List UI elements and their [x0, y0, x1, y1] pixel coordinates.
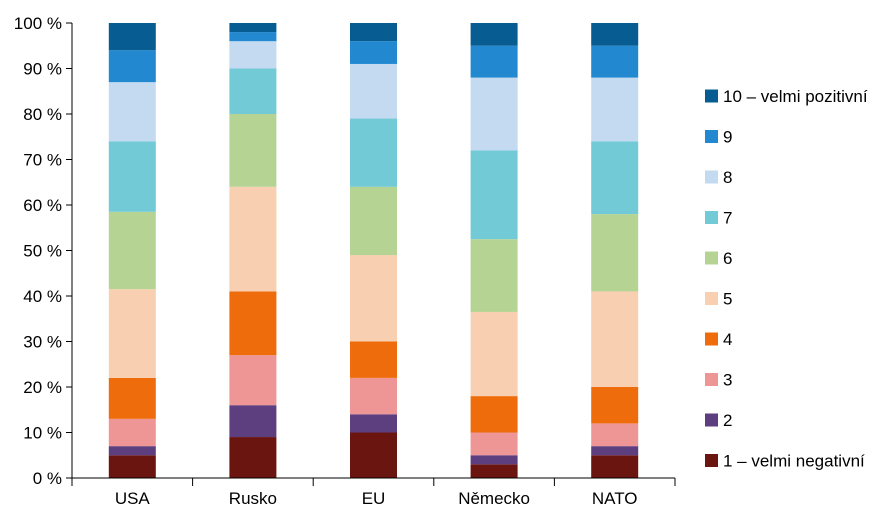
- bar-segment-6-nato: [591, 214, 639, 292]
- legend-swatch-9: [705, 130, 718, 143]
- bar-segment-8-německo: [470, 77, 518, 151]
- bar-segment-8-nato: [591, 77, 639, 142]
- bar-segment-4-německo: [470, 396, 518, 433]
- bar-segment-7-usa: [108, 141, 156, 212]
- bar-segment-7-eu: [350, 118, 397, 187]
- bar-segment-1-eu: [350, 432, 397, 478]
- legend-label-6: 6: [723, 249, 732, 268]
- bar-segment-1-nato: [591, 455, 639, 478]
- legend-swatch-4: [705, 332, 718, 346]
- bar-segment-9-německo: [470, 45, 518, 78]
- legend-swatch-1: [705, 454, 718, 467]
- legend-label-4: 4: [723, 330, 732, 349]
- bar-segment-3-nato: [591, 423, 639, 447]
- bar-segment-10-eu: [350, 23, 397, 42]
- bar-segment-5-nato: [591, 291, 639, 387]
- legend-label-5: 5: [723, 290, 732, 309]
- bar-segment-2-usa: [108, 446, 156, 456]
- legend-label-3: 3: [723, 371, 732, 390]
- bar-segment-2-rusko: [229, 405, 277, 438]
- legend-swatch-6: [705, 251, 718, 265]
- y-tick-label: 40 %: [23, 287, 62, 306]
- bar-segment-4-nato: [591, 387, 639, 424]
- y-tick-label: 80 %: [23, 105, 62, 124]
- bar-segment-7-německo: [470, 150, 518, 240]
- bar-segment-3-eu: [350, 377, 397, 415]
- legend-swatch-10: [705, 89, 718, 103]
- bar-segment-4-eu: [350, 341, 397, 378]
- bar-segment-9-eu: [350, 41, 397, 64]
- y-tick-label: 70 %: [23, 151, 62, 170]
- bar-segment-5-eu: [350, 255, 397, 342]
- bar-segment-10-německo: [470, 23, 518, 46]
- legend-label-7: 7: [723, 209, 732, 228]
- bar-segment-10-nato: [591, 23, 639, 46]
- bar-segment-3-německo: [470, 432, 518, 456]
- legend-label-10: 10 – velmi pozitivní: [723, 87, 868, 106]
- x-tick-label-nato: NATO: [592, 489, 638, 508]
- bar-segment-8-rusko: [229, 41, 277, 69]
- legend-label-1: 1 – velmi negativní: [723, 452, 865, 471]
- legend-label-8: 8: [723, 168, 732, 187]
- y-tick-label: 100 %: [14, 14, 62, 33]
- y-tick-label: 20 %: [23, 378, 62, 397]
- x-tick-label-rusko: Rusko: [229, 489, 277, 508]
- y-tick-label: 30 %: [23, 333, 62, 352]
- x-tick-label-usa: USA: [115, 489, 151, 508]
- bar-segment-9-rusko: [229, 32, 277, 42]
- bar-segment-6-rusko: [229, 114, 277, 187]
- bar-segment-5-rusko: [229, 186, 277, 292]
- bar-segment-7-nato: [591, 141, 639, 215]
- bar-segment-8-eu: [350, 63, 397, 119]
- bar-segment-2-německo: [470, 455, 518, 465]
- legend-swatch-3: [705, 373, 718, 386]
- bar-segment-8-usa: [108, 82, 156, 142]
- bar-segment-5-německo: [470, 311, 518, 397]
- bar-segment-1-usa: [108, 455, 156, 478]
- x-tick-label-německo: Německo: [458, 489, 530, 508]
- y-tick-label: 90 %: [23, 60, 62, 79]
- legend-swatch-5: [705, 292, 718, 305]
- legend-swatch-2: [705, 413, 718, 427]
- bar-segment-9-nato: [591, 45, 639, 78]
- bar-segment-1-německo: [470, 464, 518, 478]
- legend-swatch-8: [705, 170, 718, 184]
- bar-segment-7-rusko: [229, 68, 277, 114]
- bar-segment-6-německo: [470, 239, 518, 312]
- y-tick-label: 10 %: [23, 424, 62, 443]
- legend-label-2: 2: [723, 411, 732, 430]
- bar-segment-3-rusko: [229, 355, 277, 406]
- bar-segment-3-usa: [108, 418, 156, 447]
- bar-segment-6-usa: [108, 211, 156, 290]
- bar-segment-2-eu: [350, 414, 397, 433]
- bar-segment-10-rusko: [229, 23, 277, 33]
- legend-swatch-7: [705, 211, 718, 224]
- y-tick-label: 60 %: [23, 196, 62, 215]
- bar-segment-9-usa: [108, 50, 156, 83]
- bar-segment-5-usa: [108, 289, 156, 378]
- y-tick-label: 0 %: [33, 469, 62, 488]
- bar-segment-10-usa: [108, 23, 156, 51]
- bar-segment-1-rusko: [229, 437, 277, 478]
- bar-segment-6-eu: [350, 186, 397, 256]
- bar-segment-4-rusko: [229, 291, 277, 356]
- legend-label-9: 9: [723, 128, 732, 147]
- bar-segment-2-nato: [591, 446, 639, 456]
- y-tick-label: 50 %: [23, 242, 62, 261]
- x-tick-label-eu: EU: [362, 489, 386, 508]
- bar-segment-4-usa: [108, 377, 156, 419]
